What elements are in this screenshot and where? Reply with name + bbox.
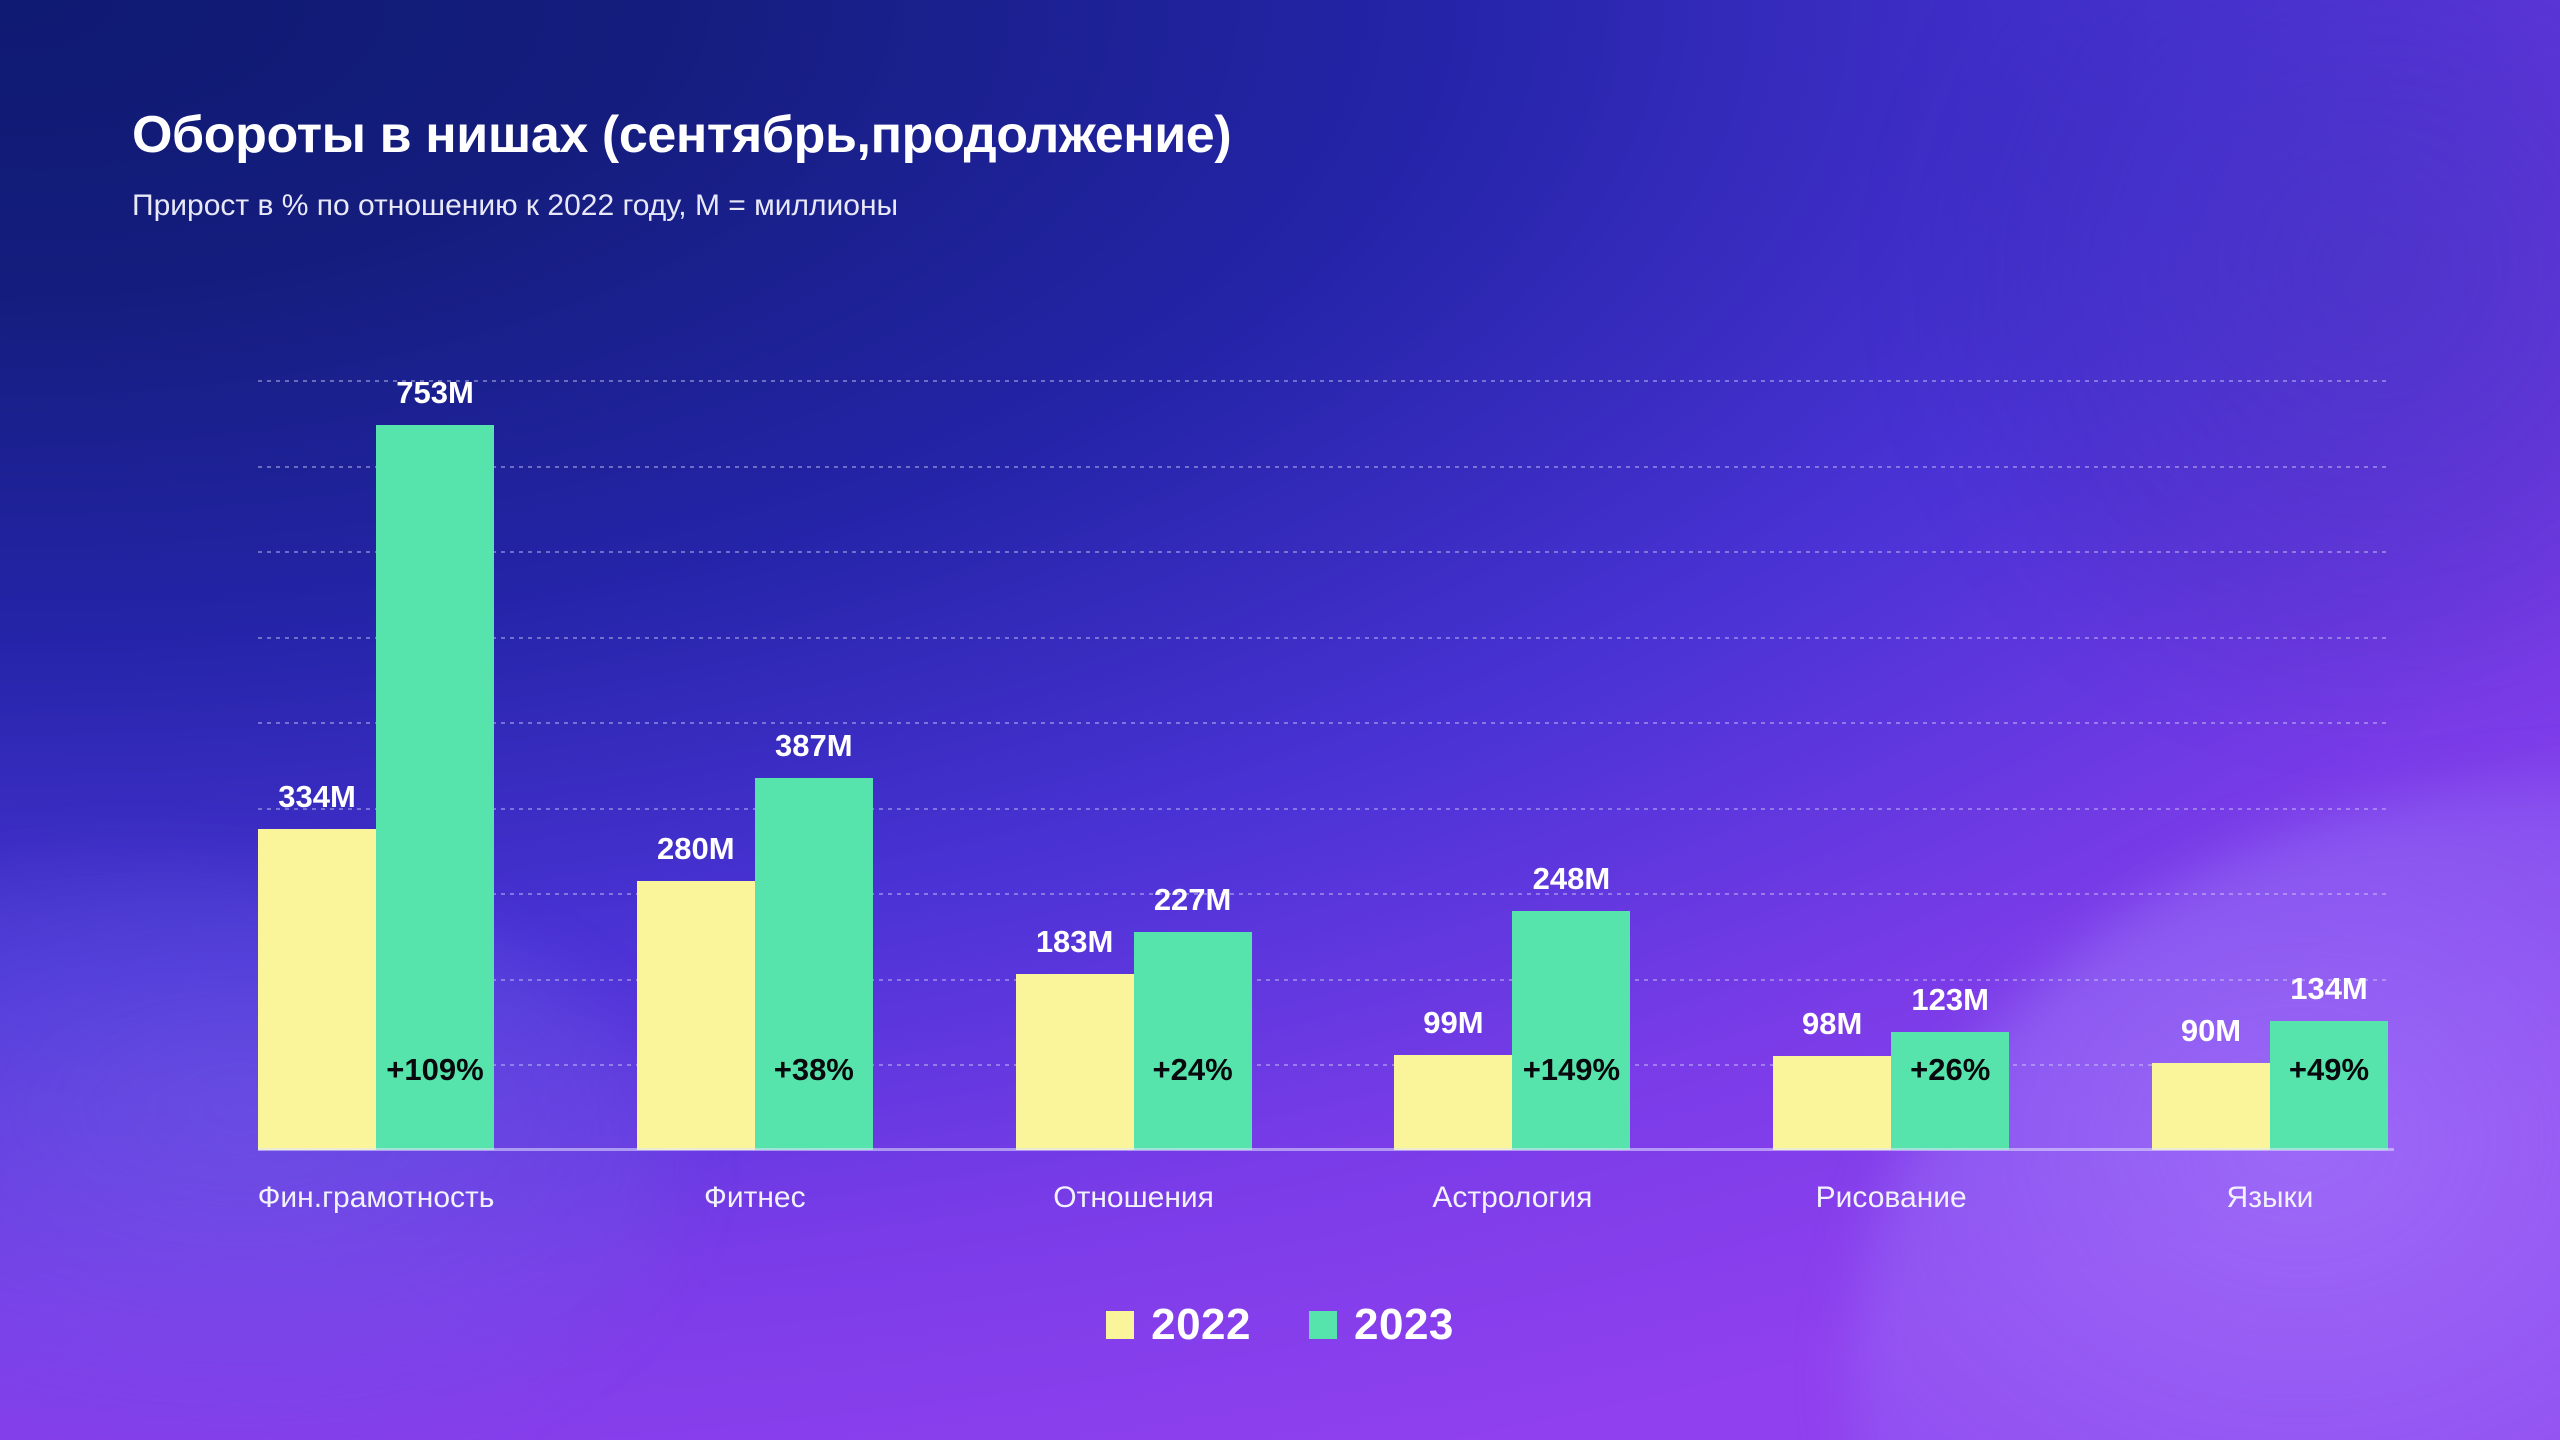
x-axis-line: [258, 1148, 2394, 1151]
bar-column: 90M: [2151, 380, 2270, 1150]
bar-2023[interactable]: 248M +149%: [1512, 861, 1631, 1150]
bar-2023[interactable]: 227M +24%: [1133, 882, 1252, 1150]
bar-2022[interactable]: 90M: [2151, 1013, 2270, 1150]
bar-2023[interactable]: 753M +109%: [376, 375, 494, 1150]
bar-value-label: 123M: [1911, 981, 1989, 1017]
bar-value-label: 99M: [1423, 1004, 1484, 1040]
bar-2022[interactable]: 98M: [1773, 1006, 1892, 1150]
bar-group: 280M 387M +38%: [636, 380, 873, 1150]
bar-column: 123M +26%: [1891, 380, 2010, 1150]
bar-column: 134M +49%: [2269, 380, 2388, 1150]
bar-group: 334M 753M +109%: [258, 375, 494, 1150]
x-axis-category-labels: Фин.грамотность Фитнес Отношения Астрология…: [258, 1168, 2388, 1228]
legend-label: 2022: [1151, 1300, 1251, 1349]
bar-2023[interactable]: 123M +26%: [1891, 982, 2010, 1150]
bar-growth-label: +38%: [773, 1052, 854, 1087]
legend-item[interactable]: 2023: [1309, 1300, 1454, 1350]
bar-column: 387M +38%: [754, 380, 873, 1150]
bar-value-label: 98M: [1802, 1005, 1863, 1041]
bar-value-label: 134M: [2290, 971, 2368, 1007]
bar-group: 183M 227M +24%: [1015, 380, 1252, 1150]
bar-column: 248M +149%: [1512, 380, 1631, 1150]
chart-plot-area: 334M 753M +109% 280M 387M +38% 183M 227M +24% 99M…: [258, 375, 2388, 1150]
bar-2023[interactable]: 134M +49%: [2269, 971, 2388, 1150]
chart-header: Обороты в нишах (сентябрь,продолжение) П…: [132, 105, 1232, 223]
bar-2022[interactable]: 99M: [1394, 1005, 1513, 1150]
bar-2022[interactable]: 280M: [636, 831, 755, 1150]
bar-column: 753M +109%: [376, 375, 494, 1150]
bar-groups: 334M 753M +109% 280M 387M +38% 183M 227M +24% 99M…: [258, 375, 2388, 1150]
chart-subtitle: Прирост в % по отношению к 2022 году, М …: [132, 189, 899, 222]
bar-value-label: 248M: [1532, 861, 1611, 897]
bar-group: 98M 123M +26%: [1773, 380, 2010, 1150]
bar-value-label: 227M: [1153, 881, 1232, 917]
bar-2023[interactable]: 387M +38%: [754, 728, 873, 1150]
bar-2022[interactable]: 183M: [1015, 924, 1134, 1150]
legend-swatch-icon: [1309, 1311, 1337, 1339]
bar-growth-label: +49%: [2288, 1052, 2370, 1087]
bar-value-label: 387M: [775, 727, 853, 763]
category-label: Астрология: [1432, 1181, 1593, 1214]
bar-value-label: 334M: [278, 778, 356, 814]
category-label: Языки: [2226, 1181, 2314, 1214]
legend-item[interactable]: 2022: [1106, 1300, 1251, 1350]
category-label: Отношения: [1053, 1181, 1214, 1214]
bar-growth-label: +26%: [1910, 1052, 1991, 1087]
bar-value-label: 90M: [2180, 1013, 2242, 1049]
bar-group: 99M 248M +149%: [1394, 380, 1631, 1150]
legend-label: 2023: [1354, 1300, 1454, 1349]
bar-2022[interactable]: 334M: [258, 779, 376, 1150]
bar-value-label: 280M: [657, 830, 735, 866]
category-label: Рисование: [1815, 1181, 1967, 1214]
bar-column: 99M: [1394, 380, 1513, 1150]
bar-growth-label: +149%: [1522, 1052, 1621, 1087]
bar-value-label: 183M: [1035, 923, 1114, 959]
chart-legend: 2022 2023: [0, 1300, 2560, 1350]
bar-column: 334M: [258, 380, 376, 1150]
bar-growth-label: +24%: [1152, 1052, 1233, 1087]
legend-swatch-icon: [1106, 1311, 1135, 1339]
bar-value-label: 753M: [396, 375, 474, 411]
category-label: Фин.грамотность: [257, 1181, 495, 1214]
bar-column: 183M: [1015, 380, 1134, 1150]
bar-column: 98M: [1773, 380, 1892, 1150]
page-title: Обороты в нишах (сентябрь,продолжение): [132, 106, 1232, 164]
bar-column: 227M +24%: [1133, 380, 1252, 1150]
bar-growth-label: +109%: [386, 1052, 484, 1087]
bar-column: 280M: [636, 380, 755, 1150]
category-label: Фитнес: [704, 1181, 806, 1214]
bar-group: 90M 134M +49%: [2151, 380, 2388, 1150]
